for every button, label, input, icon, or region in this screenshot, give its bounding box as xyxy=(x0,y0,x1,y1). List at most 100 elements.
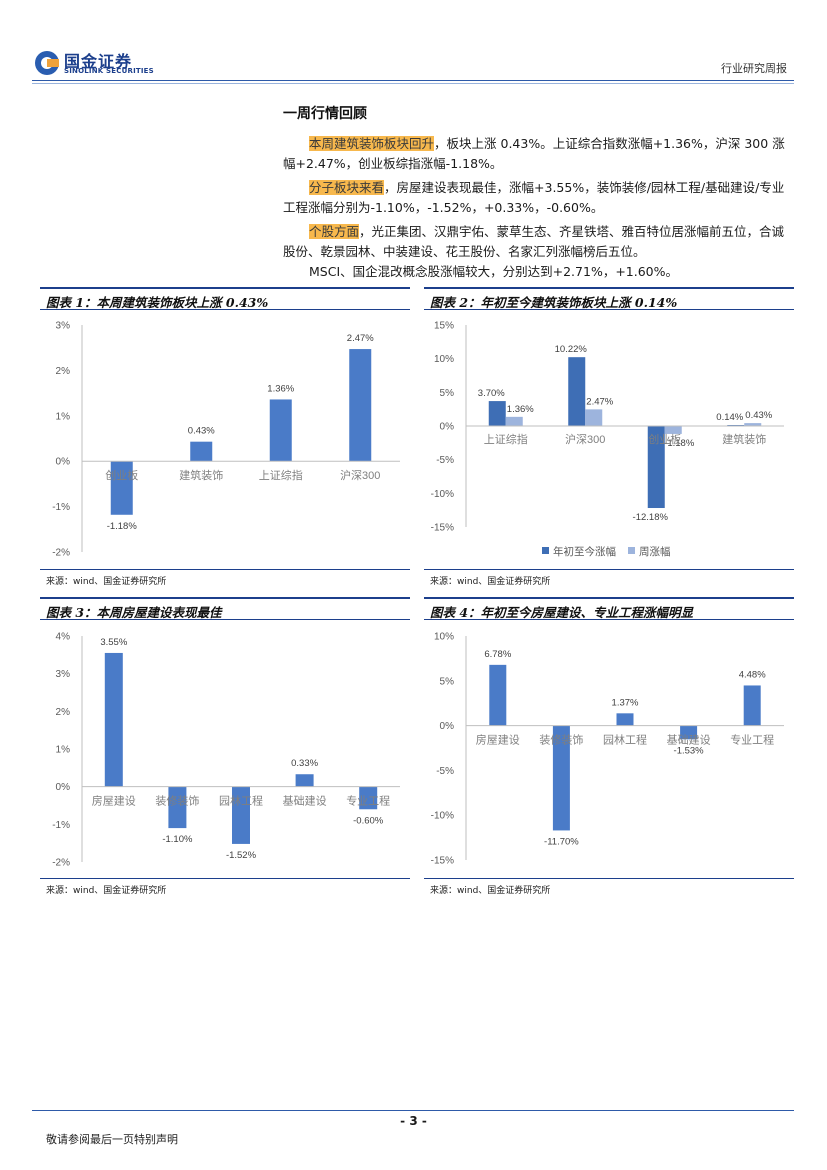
figure-1-title: 图表 1：本周建筑装饰板块上涨 0.43% xyxy=(46,295,269,310)
bar xyxy=(359,786,378,810)
data-label: 0.43% xyxy=(745,410,772,421)
figure-4-top-rule xyxy=(424,597,794,599)
category-label: 装修装饰 xyxy=(155,794,199,808)
category-label: 房屋建设 xyxy=(476,733,520,747)
figure-3-source: 来源：wind、国金证券研究所 xyxy=(46,886,167,896)
category-label: 上证综指 xyxy=(259,468,303,482)
category-label: 上证综指 xyxy=(484,432,528,446)
category-label: 沪深300 xyxy=(340,468,380,482)
data-label: -1.52% xyxy=(226,850,257,861)
data-label: -1.53% xyxy=(674,745,705,756)
y-tick-label: 10% xyxy=(434,354,454,365)
data-label: 2.47% xyxy=(586,396,613,407)
data-label: 3.70% xyxy=(478,388,505,399)
bar xyxy=(616,713,634,726)
bar xyxy=(349,349,372,462)
highlight-stocks: 个股方面 xyxy=(309,224,360,239)
figure-1-title-rule xyxy=(40,309,410,310)
y-tick-label: 15% xyxy=(434,321,454,332)
figure-1-chart: 3% 2% 1% 0% -1% -2% -1.18% 0.43% 1.36% 2.47% 创业板 建筑… xyxy=(52,321,400,559)
figure-4-chart: 10% 5% 0% -5% -10% -15% 6.78% -11.70% 1.37% -1.53… xyxy=(431,632,784,867)
category-label: 专业工程 xyxy=(346,794,390,808)
y-tick-label: -10% xyxy=(431,489,454,500)
data-label: -11.70% xyxy=(544,836,579,847)
logo-chinese-name: 国金证券 xyxy=(64,52,133,71)
figure-1-source: 来源：wind、国金证券研究所 xyxy=(46,577,167,587)
data-label: 0.43% xyxy=(188,426,215,437)
sinolink-logo-icon xyxy=(35,51,59,75)
footer-disclaimer: 敬请参阅最后一页特别声明 xyxy=(46,1133,178,1146)
y-tick-label: 1% xyxy=(56,745,71,756)
y-tick-label: 0% xyxy=(56,782,71,793)
y-tick-label: -1% xyxy=(52,502,70,513)
paragraph-stocks: 个股方面，光正集团、汉鼎宇佑、蒙草生态、齐星铁塔、雅百特位居涨幅前五位，合诚股份… xyxy=(283,222,795,262)
y-tick-label: 3% xyxy=(56,321,71,332)
category-label: 装修装饰 xyxy=(539,733,583,747)
bar xyxy=(680,725,698,740)
figure-2-top-rule xyxy=(424,287,794,289)
y-tick-label: -2% xyxy=(52,858,70,869)
bar xyxy=(269,399,292,462)
legend-label: 周涨幅 xyxy=(639,545,671,558)
data-label: -1.18% xyxy=(664,438,695,449)
bar xyxy=(190,441,213,462)
data-label: -1.10% xyxy=(162,834,193,845)
legend-label: 年初至今涨幅 xyxy=(553,545,616,558)
bar-weekly xyxy=(744,423,762,426)
data-label: 0.33% xyxy=(291,758,318,769)
paragraph-sector-overview: 本周建筑装饰板块回升，板块上涨 0.43%。上证综合指数涨幅+1.36%，沪深 … xyxy=(283,134,795,174)
figure-3-chart: 4% 3% 2% 1% 0% -1% -2% 3.55% -1.10% -1.52% 0.33% -0… xyxy=(52,632,400,869)
bar xyxy=(743,685,761,726)
paragraph-text: ，板块上涨 0.43%。上证综合指数涨幅+1.36%，沪深 300 涨幅+2.4… xyxy=(283,136,785,171)
y-tick-label: -5% xyxy=(436,766,454,777)
highlight-subsector: 分子板块来看 xyxy=(309,180,385,195)
y-tick-label: 5% xyxy=(440,676,455,687)
y-tick-label: 2% xyxy=(56,707,71,718)
data-label: 0.14% xyxy=(716,412,743,423)
figure-2-source: 来源：wind、国金证券研究所 xyxy=(430,577,551,587)
bar-ytd xyxy=(568,357,586,426)
y-tick-label: -5% xyxy=(436,455,454,466)
data-label: 1.36% xyxy=(507,404,534,415)
figure-4-bottom-rule xyxy=(424,878,794,879)
y-tick-label: 3% xyxy=(56,669,71,680)
figure-3-title: 图表 3：本周房屋建设表现最佳 xyxy=(46,605,222,620)
category-label: 创业板 xyxy=(105,468,138,482)
figure-4-title: 图表 4：年初至今房屋建设、专业工程涨幅明显 xyxy=(430,605,694,620)
legend-swatch xyxy=(628,547,635,554)
data-label: 1.36% xyxy=(267,383,294,394)
y-tick-label: 0% xyxy=(440,721,455,732)
y-tick-label: 2% xyxy=(56,366,71,377)
y-tick-label: 0% xyxy=(56,457,71,468)
bar xyxy=(104,652,123,787)
data-label: 6.78% xyxy=(484,649,511,660)
figure-1-top-rule xyxy=(40,287,410,289)
category-label: 房屋建设 xyxy=(92,794,136,808)
category-label: 基础建设 xyxy=(283,794,327,808)
figure-2-chart: 15% 10% 5% 0% -5% -10% -15% 3.70%1.36% 10.22% 2.4… xyxy=(431,321,784,558)
figure-2-bottom-rule xyxy=(424,569,794,570)
bar xyxy=(168,786,187,829)
data-label: -12.18% xyxy=(633,512,669,523)
data-label: 1.37% xyxy=(612,697,639,708)
legend-swatch xyxy=(542,547,549,554)
category-label: 沪深300 xyxy=(565,432,605,446)
header-divider-secondary xyxy=(32,83,794,84)
bar xyxy=(232,786,250,844)
y-tick-label: -15% xyxy=(431,856,454,867)
figure-1-bottom-rule xyxy=(40,569,410,570)
logo-english-name: SINOLINK SECURITIES xyxy=(64,67,154,75)
y-tick-label: 5% xyxy=(440,388,455,399)
bar-ytd xyxy=(488,401,506,426)
bar-weekly xyxy=(585,409,603,426)
y-tick-label: -15% xyxy=(431,523,454,534)
data-label: 10.22% xyxy=(555,344,588,355)
category-label: 建筑装饰 xyxy=(179,468,223,482)
figure-3-bottom-rule xyxy=(40,878,410,879)
figure-3-title-rule xyxy=(40,619,410,620)
bar xyxy=(110,461,133,515)
data-label: -1.18% xyxy=(107,521,138,532)
figure-4-source: 来源：wind、国金证券研究所 xyxy=(430,886,551,896)
y-tick-label: 1% xyxy=(56,411,71,422)
paragraph-text: ，光正集团、汉鼎宇佑、蒙草生态、齐星铁塔、雅百特位居涨幅前五位，合诚股份、乾景园… xyxy=(283,224,785,259)
